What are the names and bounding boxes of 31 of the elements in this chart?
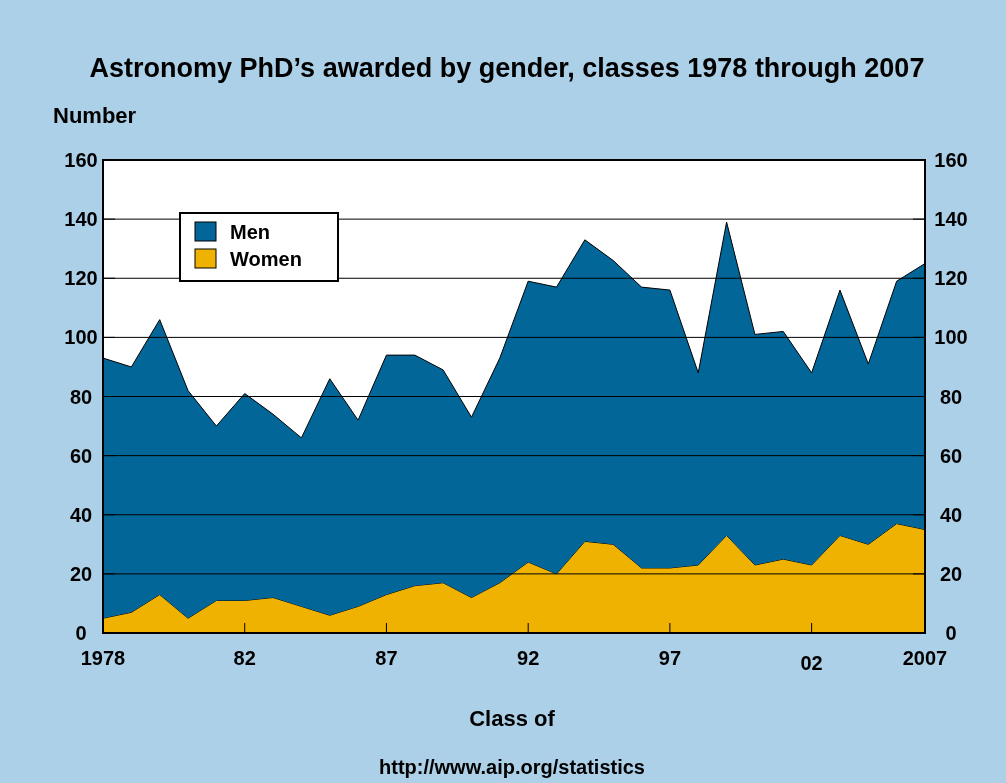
legend-label: Men [230, 221, 270, 243]
y-tick-label: 60 [69, 444, 93, 467]
y2-tick-label: 140 [934, 208, 968, 231]
y2-tick-label: 40 [939, 503, 963, 526]
x-tick-label: 97 [658, 647, 682, 669]
x-tick-label: 2007 [902, 647, 948, 669]
y-tick-label: 40 [69, 503, 93, 526]
legend-label: Women [230, 248, 302, 270]
y2-tick-label: 160 [934, 149, 968, 171]
x-tick-label: 02 [800, 652, 823, 674]
y2-tick-label: 100 [934, 326, 968, 349]
y-tick-label: 80 [69, 385, 93, 408]
y-tick-label: 20 [69, 562, 93, 585]
y2-tick-label: 120 [934, 267, 968, 290]
y-tick-label: 100 [64, 326, 98, 349]
x-axis-title: Class of [469, 706, 556, 731]
x-tick-label: 87 [375, 647, 398, 669]
x-tick-label: 92 [517, 647, 540, 669]
x-tick-label: 1978 [80, 647, 126, 669]
y-tick-label: 120 [64, 267, 98, 290]
chart-title: Astronomy PhD’s awarded by gender, classes 1978 through 2007 [89, 53, 925, 83]
x-tick-label: 82 [233, 647, 256, 669]
y-tick-label: 140 [64, 208, 98, 231]
y2-tick-label: 80 [939, 385, 963, 408]
text: http://www.aip.org/statistics [379, 756, 645, 778]
y2-tick-label: 60 [939, 444, 963, 467]
y2-tick-label: 0 [945, 622, 957, 644]
y-tick-label: 160 [64, 149, 98, 171]
y-tick-label: 0 [75, 622, 87, 644]
y-axis-title: Number [53, 103, 137, 128]
y2-tick-label: 20 [939, 562, 963, 585]
